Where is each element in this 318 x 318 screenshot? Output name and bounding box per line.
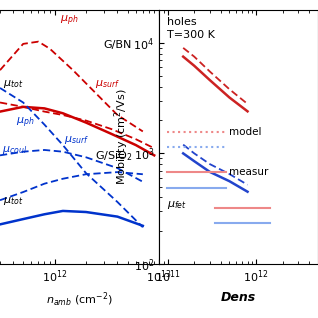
Text: $\mu_{ph}$: $\mu_{ph}$ [16,115,34,130]
Text: $\mu_{surf}$: $\mu_{surf}$ [64,134,89,146]
Text: $\mu_{tot}$: $\mu_{tot}$ [3,195,24,207]
Text: $\mu_{surf}$: $\mu_{surf}$ [95,78,121,90]
Text: $\mu_{coul}$: $\mu_{coul}$ [2,144,27,156]
Text: measur: measur [229,167,268,177]
Text: G/BN: G/BN [103,40,132,50]
Text: $\mu_{ph}$: $\mu_{ph}$ [60,14,79,28]
X-axis label: $n_{amb}$ (cm$^{-2}$): $n_{amb}$ (cm$^{-2}$) [46,291,113,309]
Text: model: model [229,127,261,137]
Y-axis label: Mobility (cm$^2$/Vs): Mobility (cm$^2$/Vs) [112,88,131,185]
X-axis label: Dens: Dens [221,291,256,304]
Text: G/SiO$_2$: G/SiO$_2$ [95,149,133,163]
Text: (b): (b) [140,0,157,2]
Text: holes
T=300 K: holes T=300 K [167,17,215,39]
Text: $\mu_{tot}$: $\mu_{tot}$ [3,78,24,90]
Text: $\mu_{fet}$: $\mu_{fet}$ [167,199,187,211]
